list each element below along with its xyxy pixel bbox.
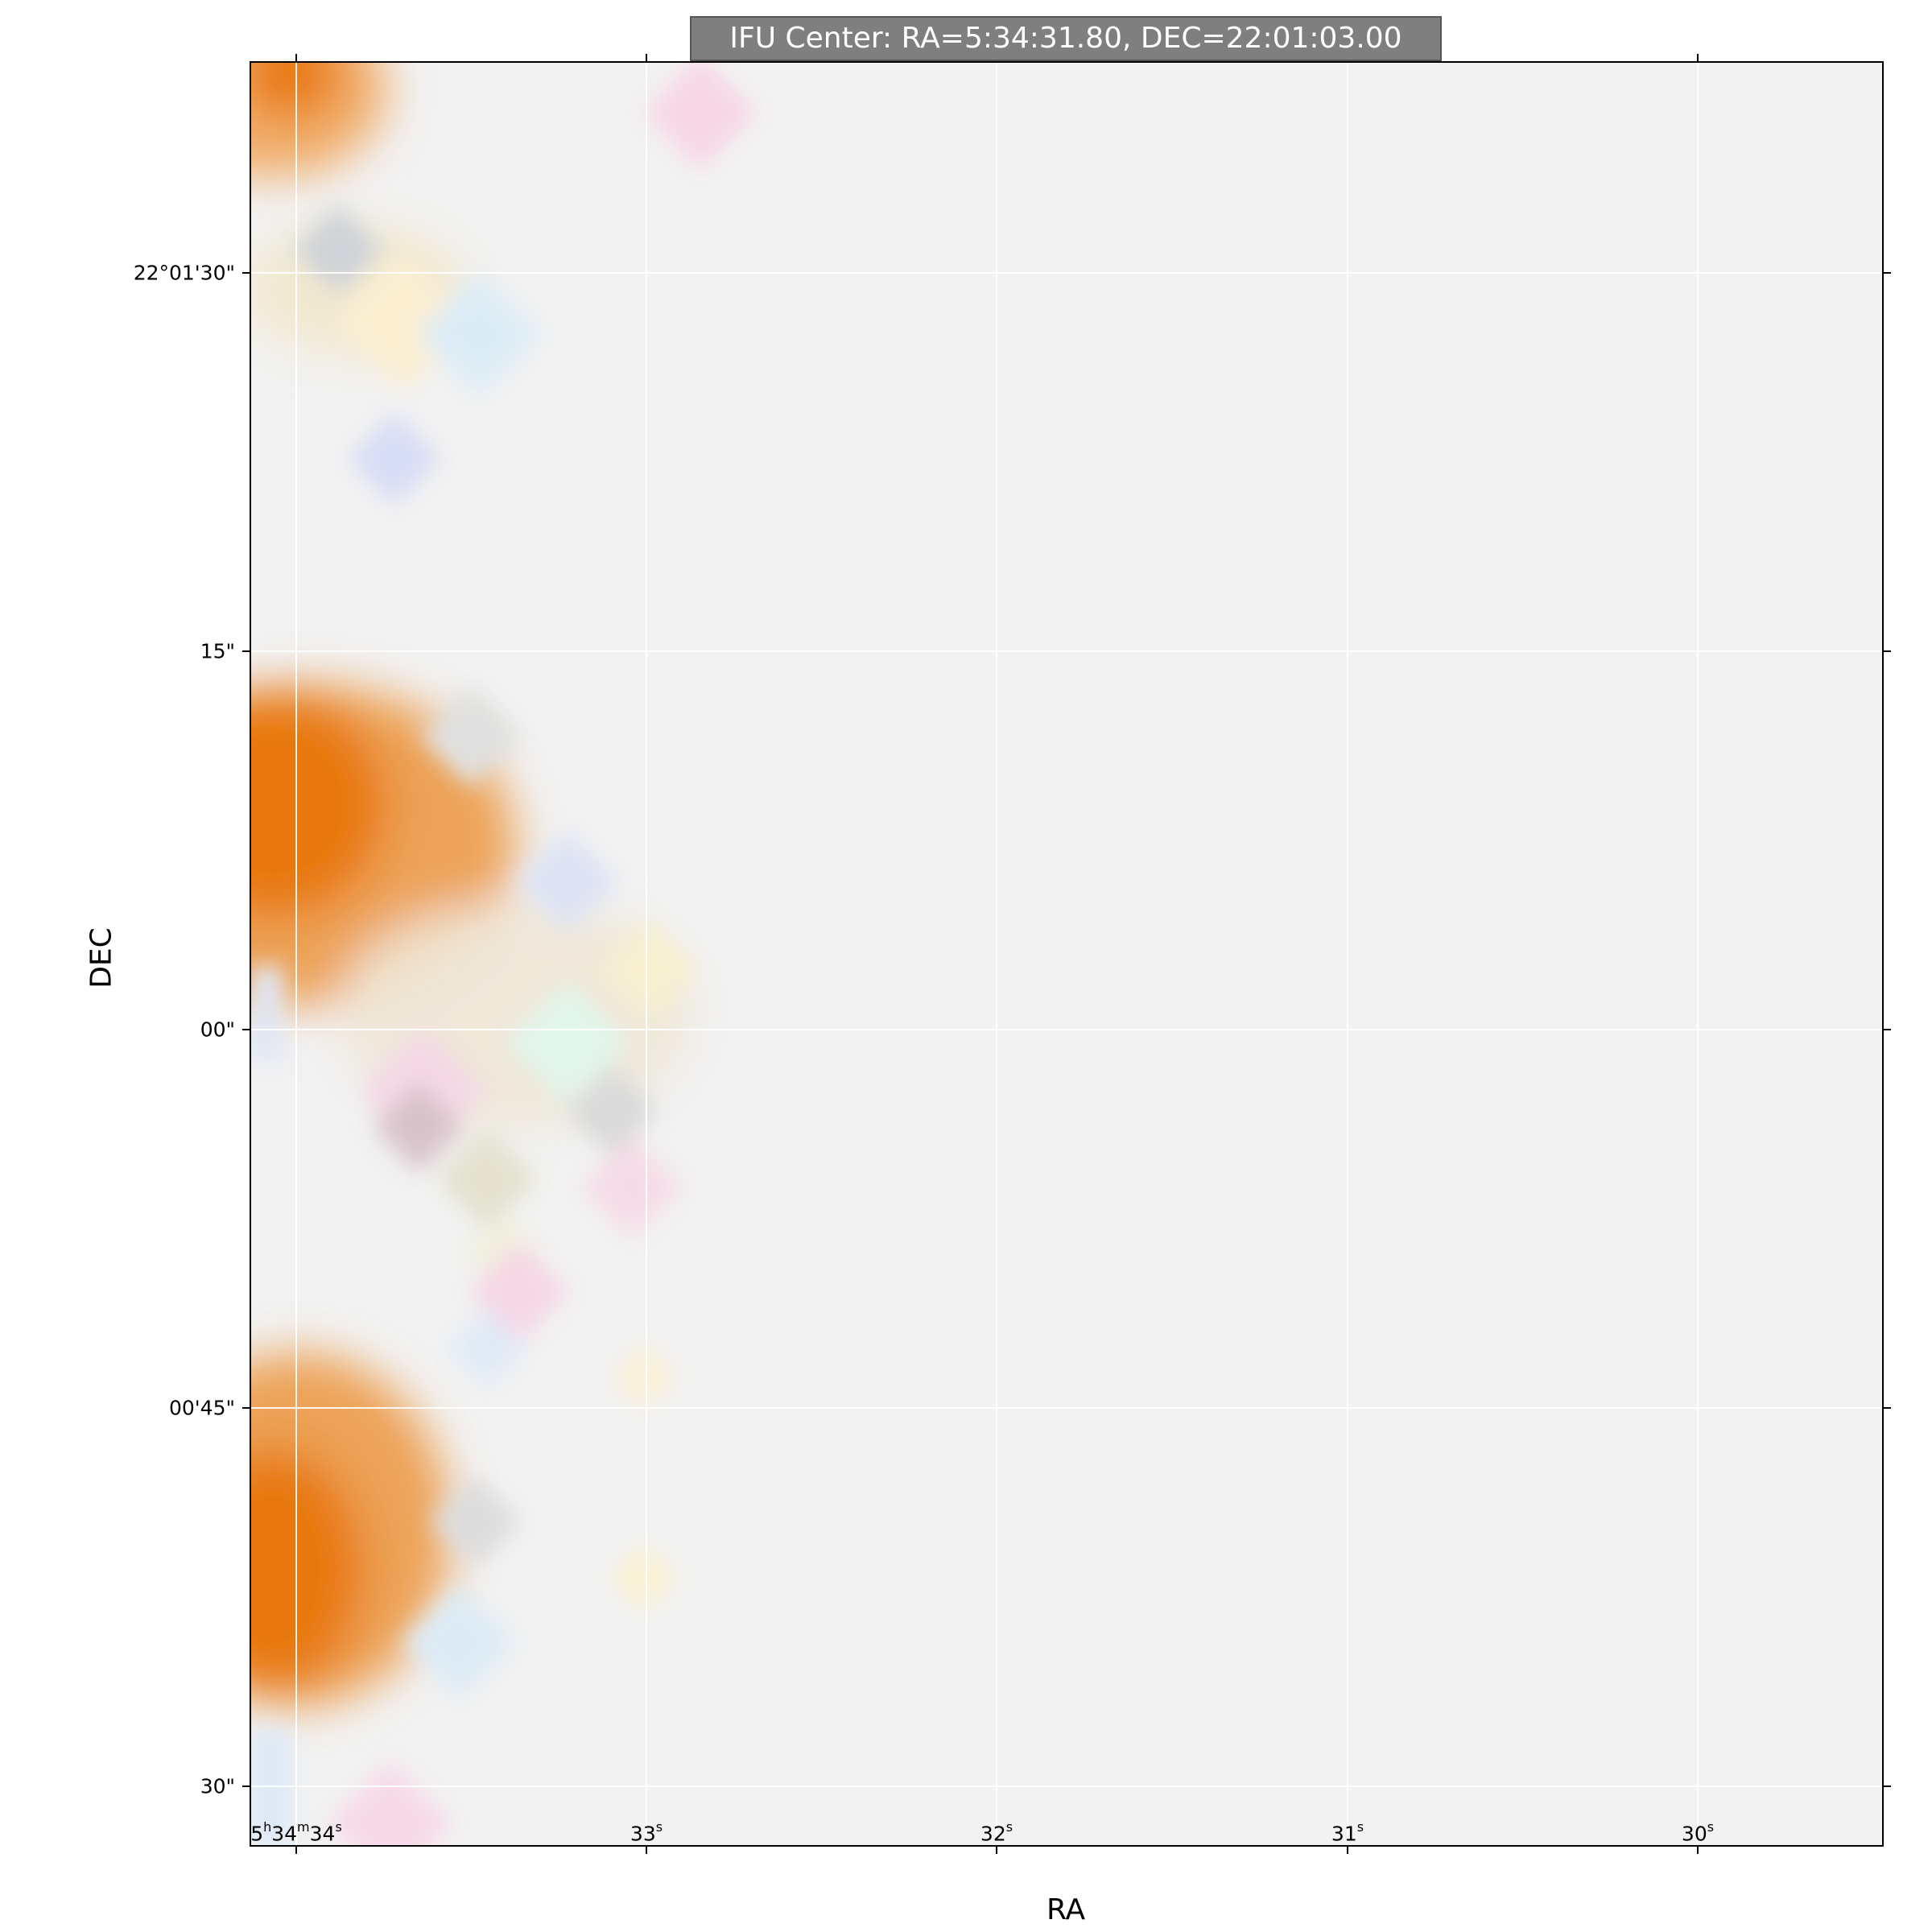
emission-core-middle <box>250 692 386 918</box>
x-tick-label: 31s <box>1331 1819 1364 1846</box>
plot-title: IFU Center: RA=5:34:31.80, DEC=22:01:03.… <box>690 16 1442 61</box>
x-axis-label: RA <box>1046 1893 1086 1926</box>
emission-regions <box>250 62 758 1846</box>
gridlines <box>250 62 1883 1846</box>
x-tick-label: 33s <box>630 1819 663 1846</box>
y-tick-label: 00" <box>200 1018 235 1042</box>
emission-core-bottom <box>250 1449 362 1690</box>
axes-frame <box>250 61 1884 1847</box>
emission-core-top <box>250 62 338 117</box>
y-axis-label: DEC <box>85 927 118 989</box>
y-tick-label: 22°01'30" <box>133 261 235 285</box>
y-tick-label: 00'45" <box>169 1396 235 1420</box>
x-tick-label: 5h34m34s <box>250 1819 342 1846</box>
y-tick-label: 30" <box>200 1774 235 1798</box>
x-tick-label: 30s <box>1681 1819 1715 1846</box>
x-tick-label: 32s <box>980 1819 1013 1846</box>
y-tick-label: 15" <box>200 639 235 663</box>
